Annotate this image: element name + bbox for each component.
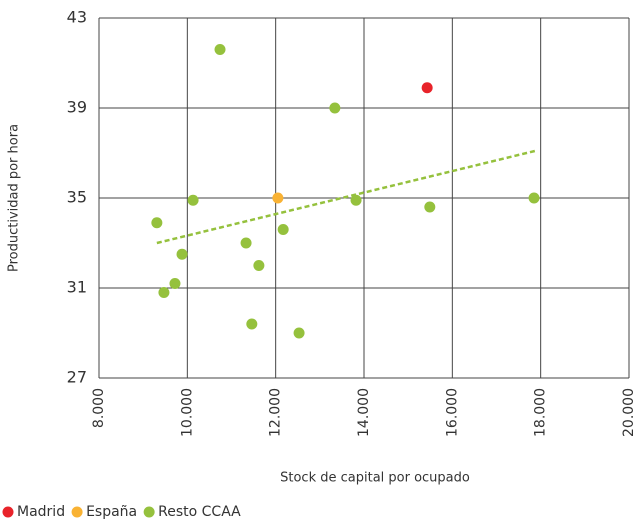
legend-label: España [86,504,137,520]
point [421,82,433,94]
point [277,224,289,235]
x-tick-label: 20.000 [621,388,634,437]
point [187,194,199,206]
point [246,318,258,330]
x-tick-label: 16.000 [444,388,460,437]
x-tick-label: 14.000 [356,388,372,437]
y-tick-label: 27 [67,368,87,387]
point [528,192,540,204]
legend-label: Resto CCAA [158,504,241,520]
point [253,260,265,271]
x-axis-title: Stock de capital por ocupado [280,471,470,486]
y-tick-label: 43 [67,8,87,27]
point [158,287,170,298]
point [240,237,252,249]
y-axis-title: Productividad por hora [7,124,22,272]
y-tick-label: 35 [67,188,87,207]
y-tick-label: 31 [67,278,87,297]
legend-marker [2,506,14,518]
legend-marker [71,506,83,518]
legend-marker [143,506,155,518]
trend-line [156,149,537,245]
point [176,248,188,260]
point [350,194,362,206]
y-tick-label: 39 [67,98,87,117]
point [169,278,181,289]
point [214,44,226,55]
legend-label: Madrid [17,504,65,520]
x-tick-label: 8.000 [91,388,107,428]
point [293,327,305,339]
x-tick-label: 18.000 [533,388,549,437]
x-tick-label: 10.000 [179,388,195,437]
x-tick-label: 12.000 [268,388,284,437]
point [329,102,341,114]
point [151,217,163,229]
point [272,192,284,204]
point [424,201,436,213]
